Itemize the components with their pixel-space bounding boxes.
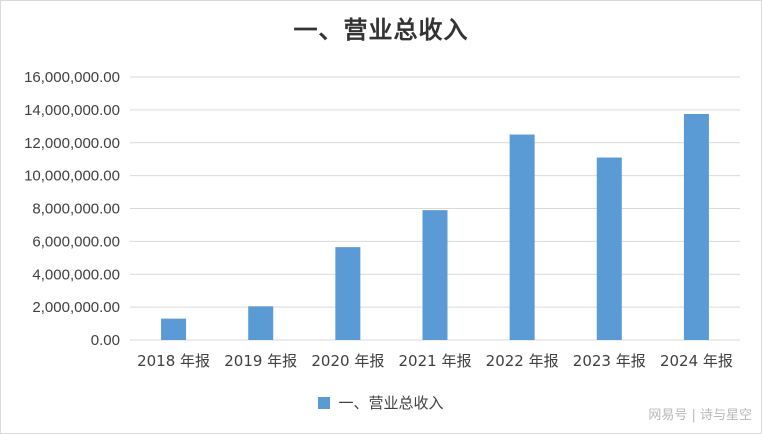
y-tick-label: 16,000,000.00 [24,69,120,86]
bars [161,113,709,340]
bar [683,113,709,340]
y-tick-label: 8,000,000.00 [32,201,120,218]
bar [161,318,187,340]
y-tick-label: 14,000,000.00 [24,102,120,119]
gridlines [130,76,740,341]
y-axis-tick-labels: 0.00 2,000,000.00 4,000,000.00 6,000,000.00… [24,69,120,349]
bar [509,134,535,340]
y-tick-label: 0.00 [91,332,120,349]
y-tick-label: 2,000,000.00 [32,299,120,316]
watermark: 网易号 | 诗与星空 [648,408,752,423]
bar [596,157,622,340]
bar [335,247,361,340]
x-tick-label: 2024 年报 [660,352,733,370]
y-tick-label: 6,000,000.00 [32,233,120,250]
x-tick-label: 2021 年报 [399,352,472,370]
legend-label: 一、营业总收入 [338,394,444,412]
x-tick-label: 2020 年报 [311,352,384,370]
bar [248,306,274,340]
legend-swatch [318,396,331,409]
x-tick-label: 2018 年报 [137,352,210,370]
bar [422,210,448,340]
x-axis-tick-labels: 2018 年报 2019 年报 2020 年报 2021 年报 2022 年报 2023 … [137,352,733,370]
y-tick-label: 4,000,000.00 [32,266,120,283]
legend: 一、营业总收入 [0,392,762,413]
x-tick-label: 2022 年报 [486,352,559,370]
y-tick-label: 12,000,000.00 [24,135,120,152]
chart-title: 一、营业总收入 [293,16,469,44]
y-tick-label: 10,000,000.00 [24,168,120,185]
x-tick-label: 2019 年报 [224,352,297,370]
x-tick-label: 2023 年报 [573,352,646,370]
